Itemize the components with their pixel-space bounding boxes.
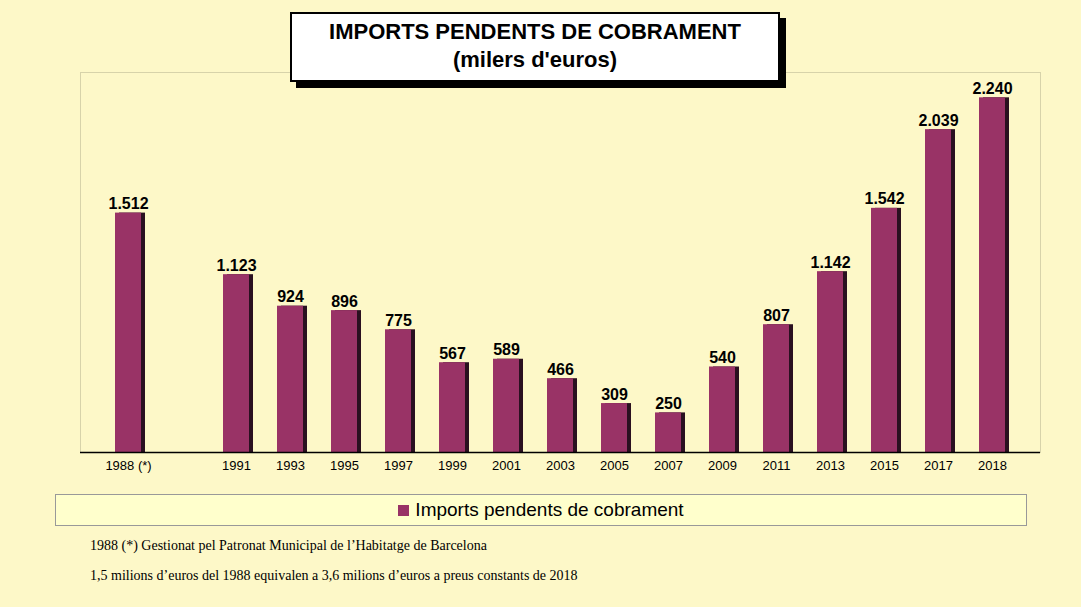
svg-text:540: 540 [709,349,736,366]
svg-text:2.240: 2.240 [972,80,1012,97]
svg-text:2.039: 2.039 [918,112,958,129]
svg-text:1995: 1995 [330,458,359,473]
svg-text:1999: 1999 [438,458,467,473]
svg-text:1997: 1997 [384,458,413,473]
html-text:1988 (*) Gestionat pel Patrona: 1988 (*) Gestionat pel Patronat Municipa… [90,538,487,553]
svg-text:924: 924 [277,288,304,305]
svg-text:1.512: 1.512 [108,195,148,212]
svg-text:2007: 2007 [654,458,683,473]
svg-text:1991: 1991 [222,458,251,473]
svg-text:896: 896 [331,293,358,310]
svg-text:309: 309 [601,386,628,403]
svg-text:466: 466 [547,361,574,378]
svg-text:807: 807 [763,307,790,324]
svg-text:1.142: 1.142 [810,254,850,271]
html-text:(milers d'euros): (milers d'euros) [452,47,618,72]
svg-text:2017: 2017 [924,458,953,473]
html-text:Imports pendents de cobrament: Imports pendents de cobrament [415,499,684,520]
svg-text:775: 775 [385,312,412,329]
svg-text:567: 567 [439,345,466,362]
svg-text:1.123: 1.123 [216,257,256,274]
html-text:IMPORTS PENDENTS DE COBRAMENT: IMPORTS PENDENTS DE COBRAMENT [329,19,741,44]
svg-text:1.542: 1.542 [864,190,904,207]
svg-text:2001: 2001 [492,458,521,473]
svg-text:2011: 2011 [763,458,791,473]
svg-text:2015: 2015 [870,458,899,473]
svg-text:1993: 1993 [276,458,305,473]
svg-text:2005: 2005 [600,458,629,473]
html-text:1,5 milions d’euros del 1988 e: 1,5 milions d’euros del 1988 equivalen a… [90,568,578,583]
svg-text:250: 250 [655,395,682,412]
svg-text:2003: 2003 [546,458,575,473]
svg-text:2009: 2009 [708,458,737,473]
svg-text:2018: 2018 [978,458,1007,473]
svg-text:1988 (*): 1988 (*) [105,458,151,473]
svg-text:589: 589 [493,341,520,358]
svg-text:2013: 2013 [816,458,845,473]
